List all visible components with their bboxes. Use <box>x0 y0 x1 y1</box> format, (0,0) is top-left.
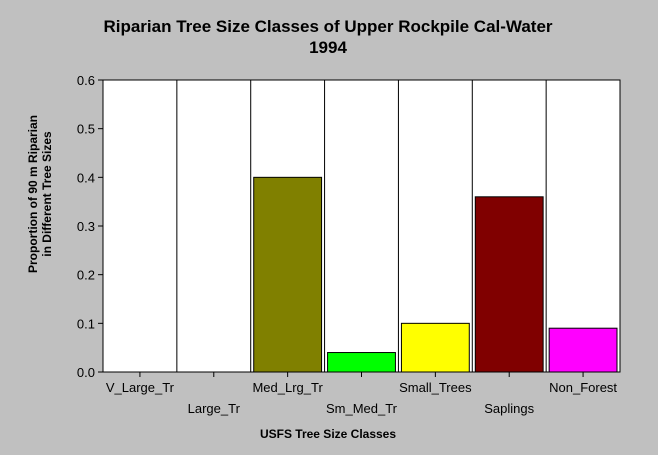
x-axis-label: USFS Tree Size Classes <box>260 427 396 441</box>
y-axis-label: Proportion of 90 m Riparian in Different… <box>26 115 54 273</box>
bar-small-trees <box>400 322 470 373</box>
y-axis-label-line-1: Proportion of 90 m Riparian <box>26 115 40 273</box>
x-axis-ticks: V_Large_Tr Large_Tr Med_Lrg_TrSm_Med_TrSma… <box>106 372 617 416</box>
bars-group <box>253 176 618 373</box>
x-tick-label: Sm_Med_Tr <box>326 401 398 416</box>
x-tick-label: Saplings <box>484 401 534 416</box>
bar-sm-med-tr <box>327 352 396 373</box>
x-tick-label: V_Large_Tr <box>106 380 175 395</box>
bar-non-forest <box>548 327 618 373</box>
y-tick-label: 0.2 <box>77 268 95 283</box>
y-axis-ticks: 0.0 0.1 0.2 0.3 0.4 0.5 0.6 <box>77 73 103 380</box>
y-axis-label-line-2: in Different Tree Sizes <box>40 131 54 257</box>
y-tick-label: 0.4 <box>77 170 95 185</box>
chart-title: Riparian Tree Size Classes of Upper Rock… <box>103 17 552 36</box>
x-tick-label: Small_Trees <box>399 380 472 395</box>
bar-saplings <box>474 196 544 373</box>
y-tick-label: 0.1 <box>77 316 95 331</box>
y-tick-label: 0.3 <box>77 219 95 234</box>
chart-subtitle: 1994 <box>309 38 347 57</box>
x-tick-label: Med_Lrg_Tr <box>252 380 323 395</box>
y-tick-label: 0.6 <box>77 73 95 88</box>
bar-med-lrg-tr <box>253 176 323 373</box>
grid-lines <box>176 80 547 372</box>
x-tick-label: Large_Tr <box>188 401 241 416</box>
x-tick-label: Non_Forest <box>549 380 617 395</box>
y-tick-label: 0.0 <box>77 365 95 380</box>
y-tick-label: 0.5 <box>77 122 95 137</box>
